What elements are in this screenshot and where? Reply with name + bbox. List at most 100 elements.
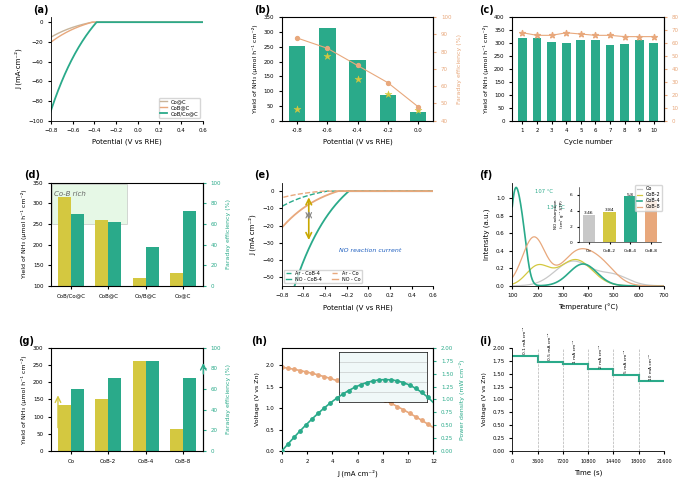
Point xyxy=(386,399,397,407)
Point xyxy=(337,390,348,398)
CoB-8 xyxy=(577,246,585,252)
Point xyxy=(352,75,363,83)
CoB-8 xyxy=(548,259,556,265)
CoB-4 xyxy=(609,281,618,287)
Bar xyxy=(71,389,84,451)
CoB-4 xyxy=(512,184,520,190)
Bar xyxy=(635,40,644,121)
Co@C xyxy=(106,19,114,25)
Bar xyxy=(620,44,629,121)
Co xyxy=(535,279,543,285)
CoB/Co@C xyxy=(144,19,153,25)
Y-axis label: Yield of NH₃ (μmol h⁻¹ cm⁻²): Yield of NH₃ (μmol h⁻¹ cm⁻²) xyxy=(21,190,27,279)
Bar xyxy=(533,38,541,121)
CoB/Co@C xyxy=(106,19,114,25)
CoB-8 xyxy=(660,283,668,289)
Line: CoB/Co@C: CoB/Co@C xyxy=(46,22,208,121)
Bar xyxy=(548,42,556,121)
Point xyxy=(386,376,397,384)
Bar xyxy=(605,45,614,121)
Text: NO reaction current: NO reaction current xyxy=(339,248,402,253)
CoB-8 xyxy=(535,238,543,244)
Point xyxy=(383,90,394,98)
Y-axis label: Yield of NH₃ (μmol h⁻¹ cm⁻²): Yield of NH₃ (μmol h⁻¹ cm⁻²) xyxy=(252,25,258,113)
CoB-4 xyxy=(577,261,585,267)
CoB@C xyxy=(61,30,69,36)
CoB-2 xyxy=(660,283,668,289)
Line: Co: Co xyxy=(512,261,664,286)
CoB@C xyxy=(160,19,168,25)
Bar xyxy=(133,278,146,327)
Point xyxy=(321,52,332,60)
Point xyxy=(413,106,424,114)
CoB/Co@C xyxy=(93,19,101,25)
CoB/Co@C xyxy=(159,19,168,25)
Point xyxy=(362,388,373,396)
Text: (b): (b) xyxy=(255,5,270,15)
Point xyxy=(380,396,391,404)
Co@C xyxy=(159,19,168,25)
Y-axis label: Faraday efficiency (%): Faraday efficiency (%) xyxy=(227,199,232,269)
Co xyxy=(548,271,556,277)
X-axis label: Potential (V vs RHE): Potential (V vs RHE) xyxy=(92,139,162,145)
Text: (e): (e) xyxy=(255,171,270,180)
CoB-2 xyxy=(535,262,543,268)
Point xyxy=(392,403,403,411)
Point xyxy=(575,30,586,38)
Point xyxy=(362,379,373,387)
Bar xyxy=(518,38,527,121)
Text: 10 mA cm⁻²: 10 mA cm⁻² xyxy=(649,354,653,380)
X-axis label: Potential (V vs RHE): Potential (V vs RHE) xyxy=(323,304,392,311)
Point xyxy=(590,32,601,39)
X-axis label: Time (s): Time (s) xyxy=(574,469,602,476)
Bar xyxy=(95,399,108,451)
Point xyxy=(355,386,366,393)
Point xyxy=(383,79,394,87)
Bar xyxy=(170,274,183,327)
Bar xyxy=(576,40,585,121)
CoB@C xyxy=(204,19,212,25)
Point xyxy=(416,388,427,396)
Bar xyxy=(146,361,159,451)
Co@C xyxy=(160,19,168,25)
Point xyxy=(517,29,528,36)
Line: CoB-4: CoB-4 xyxy=(512,187,664,286)
Point xyxy=(398,406,409,414)
CoB@C xyxy=(144,19,153,25)
Y-axis label: Voltage (V vs Zn): Voltage (V vs Zn) xyxy=(482,373,487,426)
Point xyxy=(291,106,302,113)
Point xyxy=(648,33,659,40)
Point xyxy=(380,376,391,384)
CoB/Co@C xyxy=(95,19,103,25)
Co xyxy=(570,258,578,264)
Point xyxy=(374,376,385,384)
CoB-2 xyxy=(508,281,516,287)
Text: Co-B rich: Co-B rich xyxy=(54,191,86,197)
Y-axis label: Yield of NH₃ (μmol h⁻¹ cm⁻²): Yield of NH₃ (μmol h⁻¹ cm⁻²) xyxy=(483,25,488,113)
Point xyxy=(355,381,366,388)
CoB-2 xyxy=(548,265,556,271)
Point xyxy=(560,29,571,36)
Point xyxy=(331,394,342,402)
Point xyxy=(301,368,312,376)
Point xyxy=(634,33,645,40)
Point xyxy=(319,373,330,381)
CoB@C xyxy=(42,43,50,49)
X-axis label: J (mA cm⁻²): J (mA cm⁻²) xyxy=(337,469,378,477)
Bar xyxy=(289,46,305,121)
Bar xyxy=(58,197,71,327)
Point xyxy=(374,393,385,401)
Bar xyxy=(108,222,121,327)
Point xyxy=(410,413,421,421)
CoB-8 xyxy=(508,275,516,281)
CoB/Co@C xyxy=(160,19,168,25)
Bar xyxy=(58,405,71,451)
CoB-2 xyxy=(598,276,606,282)
Point xyxy=(404,409,415,417)
CoB/Co@C xyxy=(204,19,212,25)
CoB-4 xyxy=(622,282,631,288)
Point xyxy=(313,371,323,379)
CoB-2 xyxy=(609,281,618,287)
Point xyxy=(605,32,616,39)
Co@C xyxy=(42,37,50,43)
